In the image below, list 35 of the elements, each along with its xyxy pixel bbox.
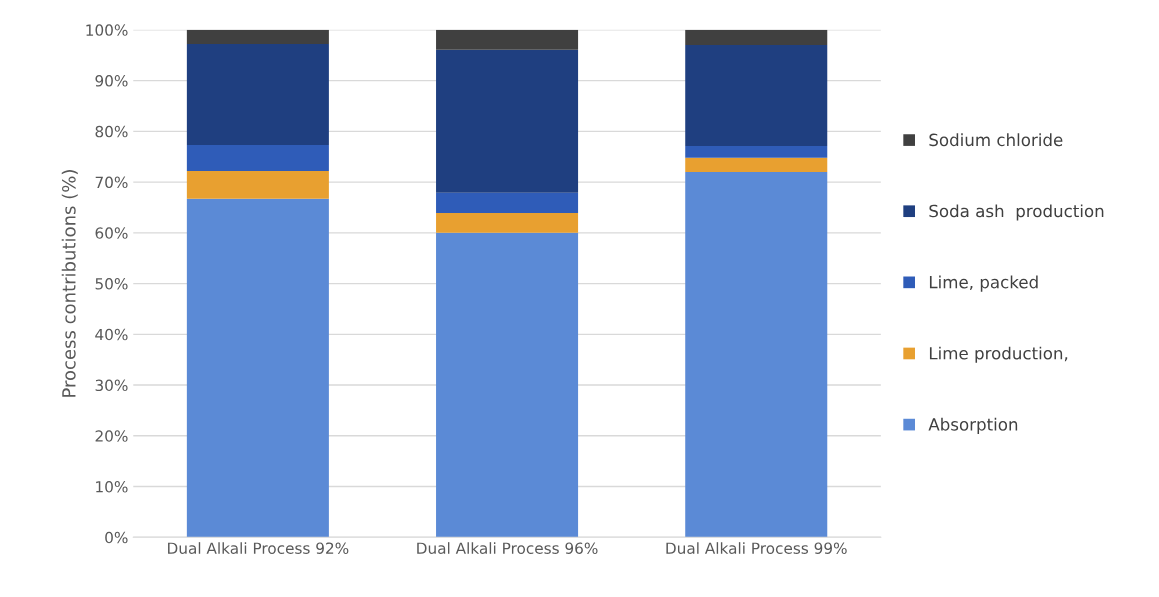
legend-label: Soda ash production (929, 204, 1104, 221)
legend-label: Sodium chloride (929, 133, 1063, 147)
bar (186, 29, 329, 45)
y-tick-label: 50% (95, 278, 128, 290)
y-tick-label: 10% (96, 481, 128, 493)
y-tick-label: 30% (95, 379, 128, 392)
bar (186, 145, 329, 171)
x-tick-label: Dual Alkali Process 99% (666, 542, 847, 554)
y-tick-label: 20% (95, 430, 128, 442)
bar (186, 44, 329, 146)
x-tick-label: Dual Alkali Process 96% (417, 542, 598, 554)
y-tick-label: 0% (105, 531, 128, 544)
bar (436, 49, 579, 193)
bar (685, 157, 828, 172)
y-axis-title: Process contributions (%) (61, 170, 78, 397)
y-tick-label: 80% (95, 125, 128, 138)
y-tick-label: 90% (95, 75, 128, 87)
y-tick-label: 70% (95, 176, 128, 189)
legend-label: Lime, packed (929, 275, 1038, 292)
y-tick-label: 60% (95, 227, 128, 239)
y-tick-label: 40% (95, 328, 128, 341)
bar (685, 146, 828, 158)
bar (186, 198, 329, 538)
bar (685, 29, 828, 46)
bar (685, 171, 828, 538)
y-tick-label: 100% (86, 24, 128, 36)
bar (436, 29, 579, 50)
legend-label: Absorption (928, 417, 1018, 434)
legend-label: Lime production, (929, 346, 1068, 363)
bar (436, 232, 579, 538)
bar (436, 213, 579, 233)
bar (436, 192, 579, 214)
bar (186, 170, 329, 199)
x-tick-label: Dual Alkali Process 92% (168, 542, 349, 554)
bar (685, 45, 828, 147)
